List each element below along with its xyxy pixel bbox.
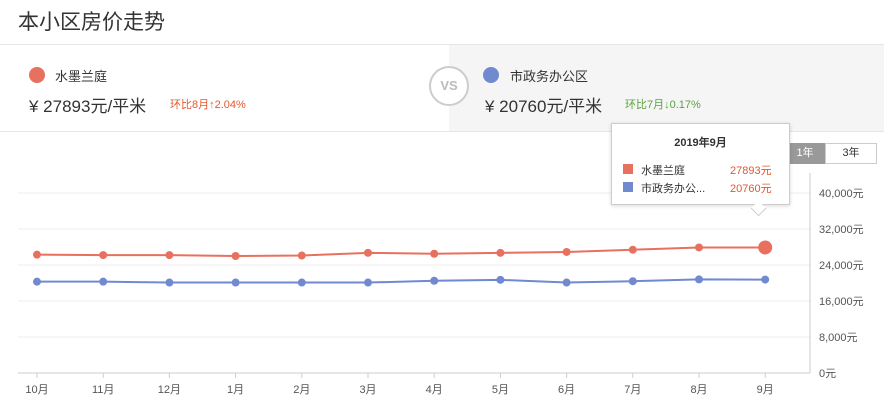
- tooltip-title: 2019年9月: [674, 137, 727, 149]
- district-color-dot: [483, 67, 499, 83]
- chart-tooltip: 2019年9月 水墨兰庭 27893元 市政务办公... 20760元: [611, 123, 790, 217]
- x-tick-label: 8月: [690, 384, 707, 396]
- data-point: [364, 278, 372, 287]
- x-tick-label: 3月: [359, 384, 376, 396]
- x-tick-label: 12月: [158, 384, 181, 396]
- data-point: [761, 275, 770, 284]
- tooltip-row-district: 市政务办公... 20760元: [623, 179, 783, 195]
- data-point: [430, 276, 439, 285]
- data-point: [297, 278, 306, 287]
- district-name: 市政务办公区: [510, 69, 589, 84]
- y-tick-label: 24,000元: [819, 260, 864, 272]
- comparison-bar: 水墨兰庭 ¥ 27893元/平米 环比8月↑2.04% 市政务办公区 ¥ 207…: [0, 44, 884, 132]
- data-point: [33, 277, 41, 286]
- x-tick-label: 6月: [558, 384, 575, 396]
- community-change: 环比8月↑2.04%: [170, 99, 246, 111]
- x-tick-label: 5月: [492, 384, 509, 396]
- y-tick-label: 16,000元: [819, 296, 864, 308]
- data-point: [297, 251, 306, 260]
- tooltip-series-value: 27893元: [730, 165, 772, 177]
- data-point: [695, 243, 703, 252]
- data-point: [496, 248, 505, 257]
- data-point: [628, 277, 637, 286]
- data-point: [99, 277, 108, 286]
- x-tick-label: 2月: [293, 384, 310, 396]
- district-price: ¥ 20760元/平米: [485, 97, 603, 116]
- x-tick-label: 9月: [757, 384, 774, 396]
- x-tick-label: 1月: [227, 384, 244, 396]
- community-color-dot: [29, 67, 45, 83]
- data-point: [33, 250, 41, 259]
- data-point: [231, 252, 240, 260]
- x-tick-label: 11月: [92, 384, 114, 396]
- data-point: [430, 249, 439, 258]
- y-tick-label: 32,000元: [819, 224, 864, 236]
- tooltip-swatch: [623, 164, 633, 174]
- y-tick-label: 0元: [819, 368, 836, 380]
- series-line: [37, 278, 766, 284]
- district-change: 环比7月↓0.17%: [625, 99, 701, 111]
- x-tick-label: 10月: [25, 384, 48, 396]
- district-panel: 市政务办公区 ¥ 20760元/平米 环比7月↓0.17%: [449, 45, 884, 131]
- data-point: [496, 275, 505, 284]
- y-tick-label: 8,000元: [819, 332, 858, 344]
- highlighted-point: [758, 240, 773, 255]
- series-line: [36, 246, 766, 258]
- community-price: ¥ 27893元/平米: [29, 97, 147, 116]
- data-point: [562, 247, 571, 256]
- x-tick-label: 7月: [624, 384, 641, 396]
- community-name: 水墨兰庭: [55, 69, 108, 84]
- tooltip-series-name: 水墨兰庭: [641, 165, 685, 177]
- tooltip-series-name: 市政务办公...: [641, 183, 706, 195]
- tooltip-series-value: 20760元: [730, 183, 772, 195]
- vs-badge: VS: [429, 66, 469, 106]
- page-title: 本小区房价走势: [18, 11, 165, 34]
- community-panel: 水墨兰庭 ¥ 27893元/平米 环比8月↑2.04%: [0, 45, 448, 131]
- data-point: [165, 251, 174, 260]
- x-tick-label: 4月: [426, 384, 443, 396]
- range-1y-button[interactable]: 1年: [784, 143, 826, 164]
- data-point: [695, 275, 703, 284]
- tooltip-row-community: 水墨兰庭 27893元: [623, 161, 783, 177]
- data-point: [364, 248, 372, 257]
- data-point: [628, 245, 637, 254]
- data-point: [562, 278, 571, 287]
- data-point: [231, 278, 240, 287]
- y-tick-label: 40,000元: [819, 188, 864, 200]
- tooltip-swatch: [623, 182, 633, 192]
- data-point: [99, 251, 108, 260]
- data-point: [165, 278, 174, 287]
- range-3y-button[interactable]: 3年: [825, 143, 877, 164]
